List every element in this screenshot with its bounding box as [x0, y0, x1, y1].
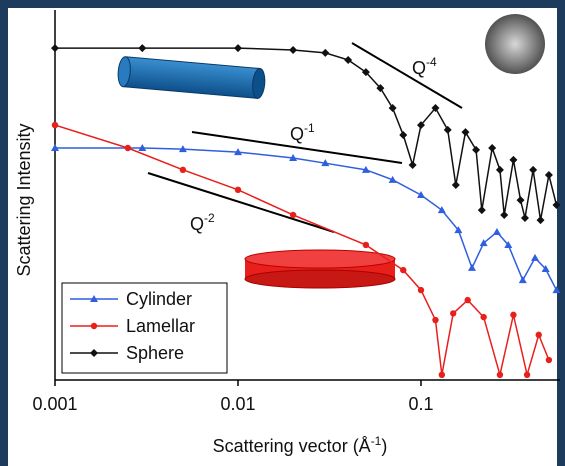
plot-panel: [8, 8, 557, 466]
title-bar: [0, 0, 565, 8]
marker: [480, 314, 486, 320]
chart: Scattering Intensity Scattering vector (…: [0, 0, 565, 466]
legend-marker: [91, 323, 97, 329]
marker: [400, 267, 406, 273]
x-axis-label: Scattering vector (Å-1): [213, 434, 388, 456]
x-tick-label: 0.001: [32, 394, 77, 414]
marker: [464, 297, 470, 303]
annotation-text: Q: [290, 124, 304, 144]
legend-label: Lamellar: [126, 316, 195, 336]
annotation-sup: -2: [204, 211, 215, 225]
marker: [418, 287, 424, 293]
annotation-text: Q: [412, 58, 426, 78]
x-axis-label-sup: -1: [371, 434, 382, 448]
legend-label: Sphere: [126, 343, 184, 363]
legend-label: Cylinder: [126, 289, 192, 309]
marker: [497, 372, 503, 378]
marker: [450, 310, 456, 316]
marker: [125, 145, 131, 151]
marker: [432, 317, 438, 323]
marker: [439, 372, 445, 378]
marker: [180, 167, 186, 173]
annotation-sup: -1: [304, 121, 315, 135]
x-tick-label: 0.1: [408, 394, 433, 414]
marker: [52, 122, 58, 128]
marker: [290, 212, 296, 218]
marker: [524, 372, 530, 378]
marker: [363, 242, 369, 248]
page: {"chart_data": {"type": "line", "x_label…: [0, 0, 565, 466]
marker: [510, 312, 516, 318]
annotation-text: Q: [190, 214, 204, 234]
x-axis-label-text: Scattering vector (Å: [213, 436, 371, 456]
x-tick-label: 0.01: [220, 394, 255, 414]
x-axis-label-end: ): [381, 436, 387, 456]
annotation-sup: -4: [426, 55, 437, 69]
y-axis-label: Scattering Intensity: [14, 123, 34, 276]
legend: Cylinder Lamellar Sphere: [62, 283, 227, 373]
marker: [546, 357, 552, 363]
marker: [235, 187, 241, 193]
marker: [536, 332, 542, 338]
